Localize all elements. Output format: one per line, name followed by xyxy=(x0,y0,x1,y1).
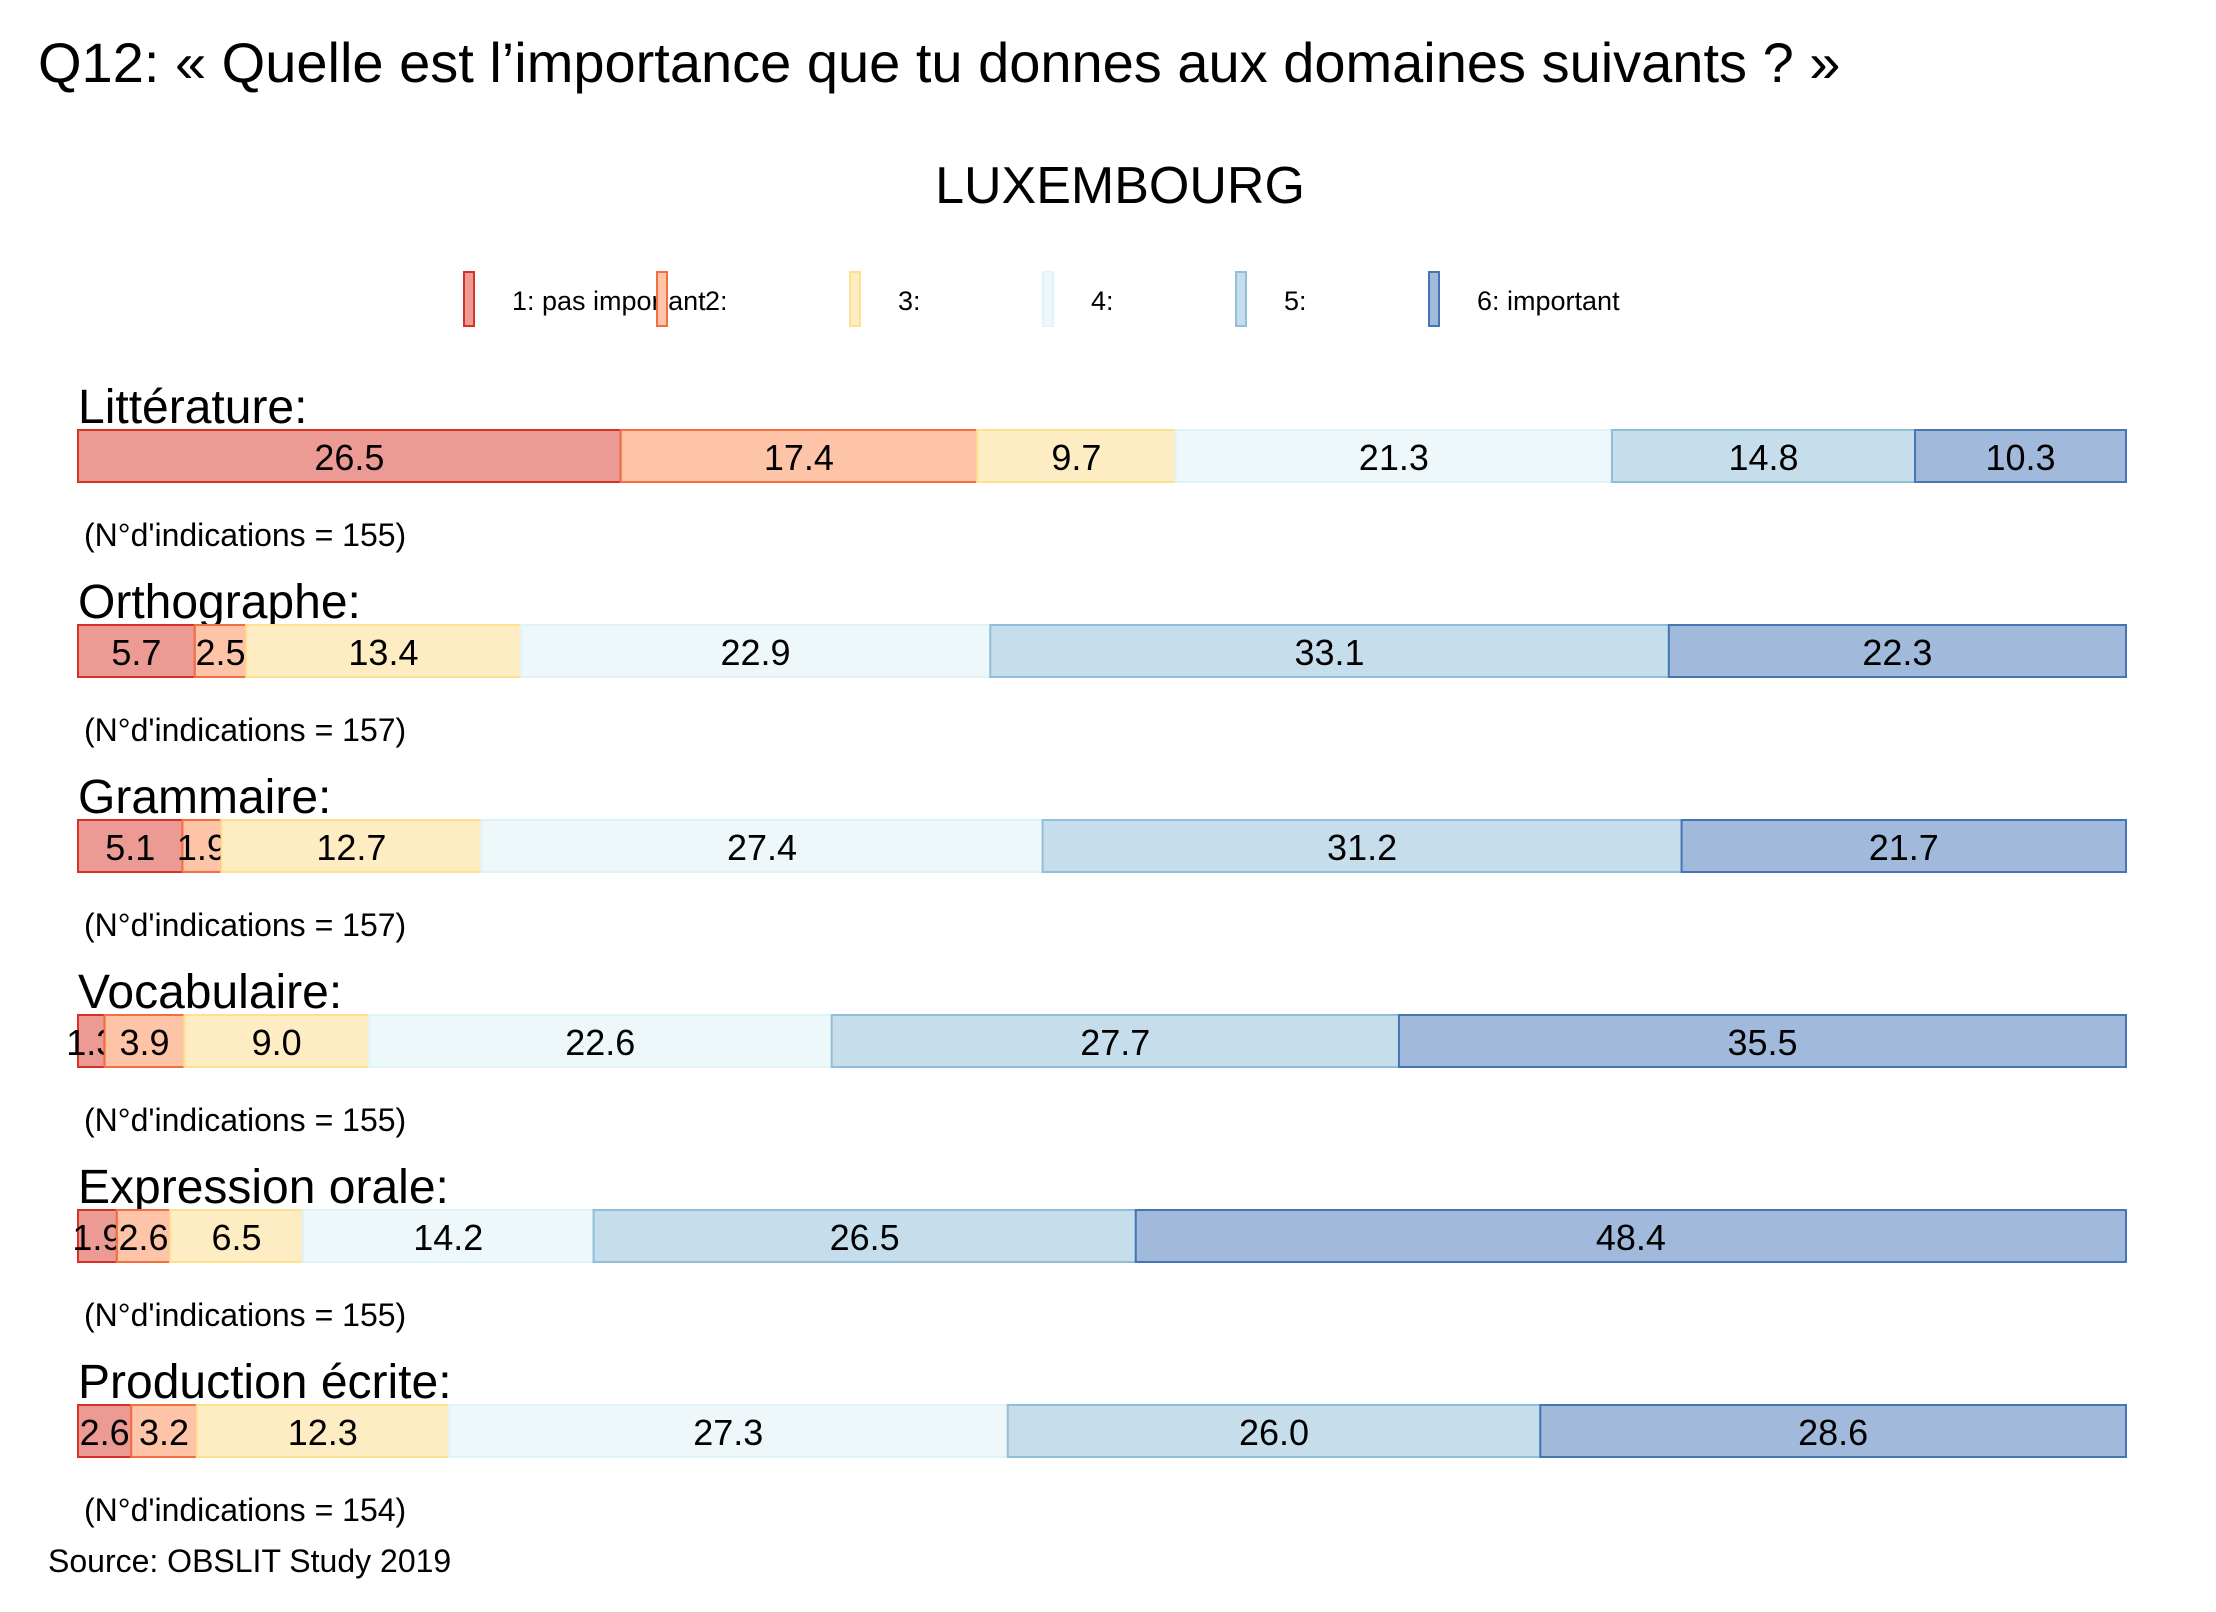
value-label: 26.5 xyxy=(314,437,384,478)
legend-swatch xyxy=(1428,271,1440,327)
source-note: Source: OBSLIT Study 2019 xyxy=(48,1543,451,1579)
value-label: 14.2 xyxy=(413,1217,483,1258)
bar-rows: Littérature:26.5 17.4 9.7 21.3 14.8 10.3(N°d'… xyxy=(66,381,2128,1528)
chart-subtitle: LUXEMBOURG xyxy=(935,157,1305,215)
category-label: Vocabulaire: xyxy=(78,966,342,1019)
category-label: Expression orale: xyxy=(78,1161,449,1214)
legend-label: 6: important xyxy=(1477,286,1620,316)
legend-label: 5: xyxy=(1284,286,1307,316)
value-label: 26.5 xyxy=(830,1217,900,1258)
value-label: 22.3 xyxy=(1862,632,1932,673)
bar-segment xyxy=(367,1014,833,1068)
value-label: 31.2 xyxy=(1327,827,1397,868)
legend-swatch xyxy=(656,271,668,327)
value-label: 3.9 xyxy=(120,1022,170,1063)
value-label: 12.7 xyxy=(316,827,386,868)
category-label: Production écrite: xyxy=(78,1356,452,1409)
value-label: 35.5 xyxy=(1727,1022,1797,1063)
bar-segment xyxy=(193,624,248,678)
legend: 1: pas important 2: 3: 4: 5: 6: important xyxy=(463,271,1620,327)
category-row: Littérature:26.5 17.4 9.7 21.3 14.8 10.3 (N°d'… xyxy=(77,381,2128,553)
bar-segment xyxy=(245,624,522,678)
value-label: 2.6 xyxy=(118,1217,168,1258)
category-row: Expression orale:1.92.6 6.5 14.2 26.5 48.4 (N… xyxy=(72,1161,2128,1333)
category-row: Vocabulaire:1.3 3.9 9.0 22.6 27.7 35.5(N°d'in… xyxy=(66,966,2127,1138)
value-label: 22.9 xyxy=(721,632,791,673)
legend-swatch xyxy=(1235,271,1247,327)
chart-title: Q12: « Quelle est l’importance que tu do… xyxy=(38,31,1840,94)
legend-swatch xyxy=(849,271,861,327)
bar-segment xyxy=(619,429,979,483)
legend-label: 2: xyxy=(705,286,728,316)
category-row: Orthographe:5.7 2.5 13.4 22.9 33.1 22.3 (N°d'i… xyxy=(77,576,2128,748)
bar-segment xyxy=(183,1014,370,1068)
bar-segment xyxy=(77,1014,106,1068)
value-label: 13.4 xyxy=(348,632,418,673)
legend-swatch xyxy=(1042,271,1054,327)
respondent-count: (N°d'indications = 154) xyxy=(84,1492,406,1528)
value-label: 3.2 xyxy=(139,1412,189,1453)
value-label: 9.7 xyxy=(1051,437,1101,478)
legend-label: 3: xyxy=(898,286,921,316)
value-label: 2.5 xyxy=(195,632,245,673)
bar-segment xyxy=(77,624,196,678)
bar-segment xyxy=(77,1209,118,1263)
value-label: 10.3 xyxy=(1985,437,2055,478)
value-label: 9.0 xyxy=(252,1022,302,1063)
value-label: 48.4 xyxy=(1596,1217,1666,1258)
bar-segment xyxy=(976,429,1177,483)
bar-segment xyxy=(1006,1404,1542,1458)
bar-segment xyxy=(1539,1404,2127,1458)
value-label: 26.0 xyxy=(1239,1412,1309,1453)
value-label: 5.7 xyxy=(111,632,161,673)
legend-label: 4: xyxy=(1091,286,1114,316)
value-label: 14.8 xyxy=(1728,437,1798,478)
value-label: 6.5 xyxy=(212,1217,262,1258)
category-label: Littérature: xyxy=(78,381,307,434)
bar-segment xyxy=(1041,819,1683,873)
bar-segment xyxy=(1134,1209,2128,1263)
respondent-count: (N°d'indications = 155) xyxy=(84,1102,406,1138)
value-label: 2.6 xyxy=(80,1412,130,1453)
value-label: 22.6 xyxy=(565,1022,635,1063)
category-label: Grammaire: xyxy=(78,771,331,824)
category-label: Orthographe: xyxy=(78,576,361,629)
legend-label: 1: pas important xyxy=(512,286,706,316)
respondent-count: (N°d'indications = 157) xyxy=(84,907,406,943)
bar-segment xyxy=(1680,819,2127,873)
bar-segment xyxy=(77,819,184,873)
respondent-count: (N°d'indications = 155) xyxy=(84,1297,406,1333)
legend-swatch xyxy=(463,271,475,327)
respondent-count: (N°d'indications = 155) xyxy=(84,517,406,553)
value-label: 1.9 xyxy=(72,1217,122,1258)
value-label: 33.1 xyxy=(1295,632,1365,673)
category-row: Grammaire:5.1 1.9 12.7 27.4 31.2 21.7 (N°d'ind… xyxy=(77,771,2127,943)
bar-segment xyxy=(115,1209,172,1263)
bar-segment xyxy=(592,1209,1137,1263)
value-label: 21.3 xyxy=(1359,437,1429,478)
value-label: 17.4 xyxy=(764,437,834,478)
bar-segment xyxy=(181,819,223,873)
bar-segment xyxy=(195,1404,450,1458)
bar-segment xyxy=(77,1404,133,1458)
bar-segment xyxy=(830,1014,1400,1068)
value-label: 1.9 xyxy=(177,827,227,868)
category-row: Production écrite:2.6 3.2 12.3 27.3 26.0 28.6… xyxy=(77,1356,2127,1528)
bar-segment xyxy=(480,819,1044,873)
value-label: 27.3 xyxy=(693,1412,763,1453)
bar-segment xyxy=(1397,1014,2127,1068)
bar-segment xyxy=(1610,429,1917,483)
value-label: 12.3 xyxy=(288,1412,358,1453)
value-label: 28.6 xyxy=(1798,1412,1868,1453)
value-label: 5.1 xyxy=(105,827,155,868)
bar-segment xyxy=(519,624,992,678)
bar-segment xyxy=(77,429,622,483)
value-label: 27.4 xyxy=(727,827,797,868)
respondent-count: (N°d'indications = 157) xyxy=(84,712,406,748)
value-label: 21.7 xyxy=(1869,827,1939,868)
value-label: 27.7 xyxy=(1080,1022,1150,1063)
bar-segment xyxy=(1914,429,2128,483)
bar-segment xyxy=(1667,624,2128,678)
